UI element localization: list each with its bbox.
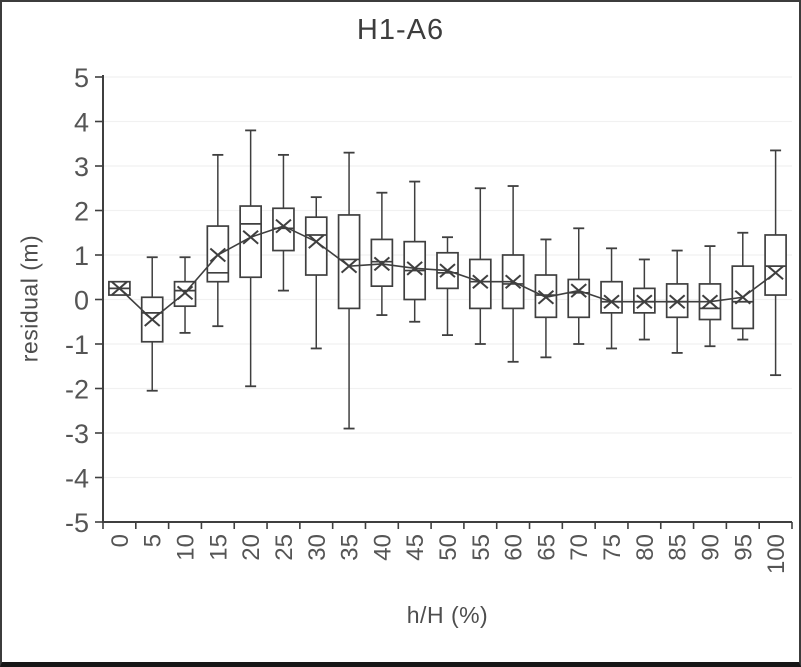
mean-marker-x: [636, 294, 653, 309]
y-tick-label: 5: [74, 63, 89, 93]
mean-marker-x: [767, 265, 784, 281]
mean-marker-x: [734, 290, 751, 305]
mean-marker-x: [242, 229, 259, 245]
x-axis-title: h/H (%): [406, 602, 489, 628]
y-tick-label: -2: [65, 375, 89, 405]
x-tick-label: 75: [599, 534, 626, 561]
y-tick-label: -1: [65, 330, 89, 360]
x-tick-label: 15: [205, 534, 232, 561]
box: [468, 258, 492, 310]
x-tick-label: 10: [173, 534, 200, 561]
y-tick-label: 1: [74, 241, 89, 271]
x-tick-label: 85: [665, 534, 692, 561]
y-tick-label: -4: [65, 464, 89, 494]
mean-marker-x: [603, 294, 620, 309]
x-tick-label: 100: [763, 534, 790, 574]
x-tick-label: 65: [533, 534, 560, 561]
box: [337, 214, 361, 310]
mean-marker-x: [406, 261, 423, 276]
x-tick-label: 20: [238, 534, 265, 561]
y-tick-label: 3: [74, 152, 89, 182]
x-tick-label: 50: [435, 534, 462, 561]
mean-marker-x: [340, 258, 358, 274]
x-tick-label: 0: [107, 534, 134, 547]
mean-marker-x: [209, 247, 226, 263]
mean-marker-x: [275, 218, 292, 234]
y-tick-label: 4: [74, 108, 89, 138]
x-tick-label: 55: [468, 534, 495, 561]
y-tick-label: 0: [74, 286, 89, 316]
mean-marker-x: [308, 234, 325, 249]
mean-marker-x: [144, 312, 161, 327]
mean-marker-x: [701, 294, 719, 309]
x-tick-label: 95: [730, 534, 757, 561]
x-tick-label: 80: [632, 534, 659, 561]
mean-marker-x: [669, 294, 686, 309]
x-tick-label: 30: [304, 534, 331, 561]
mean-marker-x: [373, 256, 391, 272]
mean-marker-x: [176, 285, 194, 301]
y-tick-label: 2: [74, 197, 89, 227]
y-tick-label: -5: [65, 508, 89, 538]
x-tick-label: 5: [140, 534, 167, 547]
box: [304, 216, 328, 276]
x-tick-label: 25: [271, 534, 298, 561]
mean-marker-x: [537, 290, 555, 305]
y-tick-label: -3: [65, 419, 89, 449]
mean-marker-x: [570, 283, 587, 298]
x-tick-label: 35: [337, 534, 364, 561]
box: [764, 234, 787, 296]
chart-title: H1-A6: [356, 14, 445, 46]
x-tick-label: 90: [697, 534, 724, 561]
mean-marker-x: [504, 274, 522, 289]
box: [567, 278, 591, 319]
x-tick-label: 40: [369, 534, 396, 561]
mean-marker-x: [439, 263, 456, 278]
x-tick-label: 70: [566, 534, 593, 561]
x-tick-label: 45: [402, 534, 429, 561]
mean-marker-x: [472, 274, 489, 289]
x-tick-label: 60: [501, 534, 528, 561]
mean-marker-x: [111, 281, 128, 296]
